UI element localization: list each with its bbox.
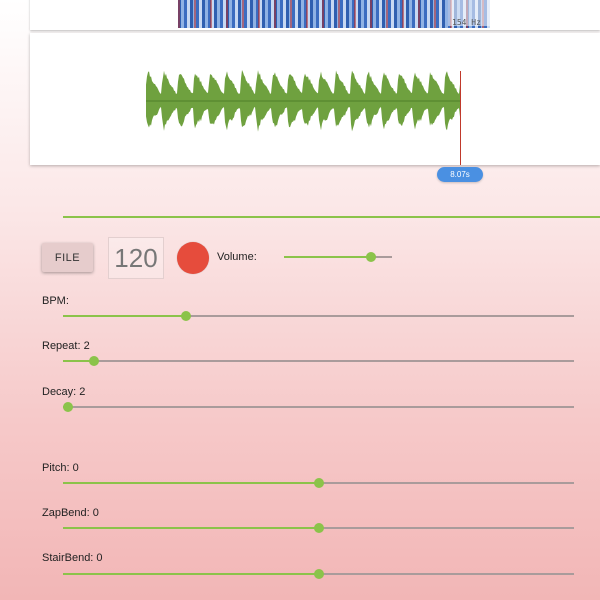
record-button[interactable] <box>177 242 209 274</box>
waveform-panel[interactable] <box>30 33 600 165</box>
volume-slider[interactable] <box>284 250 392 264</box>
bpm-slider-track[interactable] <box>63 315 574 317</box>
stairbend-slider-fill <box>63 573 319 575</box>
bpm-display[interactable]: 120 <box>108 237 164 279</box>
decay-slider-thumb[interactable] <box>63 402 74 412</box>
bpm-label: BPM: <box>42 295 69 307</box>
pitch-slider-thumb[interactable] <box>313 478 324 488</box>
decay-slider[interactable] <box>63 400 574 414</box>
repeat-slider-thumb[interactable] <box>88 356 99 366</box>
spectrogram-image <box>178 0 490 28</box>
time-position-badge: 8.07s <box>437 167 483 182</box>
zapbend-slider-thumb[interactable] <box>313 523 324 533</box>
bpm-slider-thumb[interactable] <box>180 311 191 321</box>
decay-label: Decay: 2 <box>42 386 86 398</box>
zapbend-label: ZapBend: 0 <box>42 507 99 519</box>
stairbend-label: StairBend: 0 <box>42 552 103 564</box>
stairbend-slider-thumb[interactable] <box>313 569 324 579</box>
pitch-slider[interactable] <box>63 476 574 490</box>
repeat-slider-fill <box>63 360 94 362</box>
stairbend-slider[interactable] <box>63 567 574 581</box>
bpm-slider-fill <box>63 315 186 317</box>
volume-label: Volume: <box>217 251 257 263</box>
spectrogram-label-box <box>448 0 490 26</box>
spectrogram-frequency-label: 154 Hz <box>452 18 481 27</box>
repeat-slider-track[interactable] <box>63 360 574 362</box>
bpm-slider[interactable] <box>63 309 574 323</box>
playhead-cursor[interactable] <box>460 71 461 165</box>
repeat-slider[interactable] <box>63 354 574 368</box>
repeat-label: Repeat: 2 <box>42 340 90 352</box>
decay-slider-track[interactable] <box>63 406 574 408</box>
pitch-label: Pitch: 0 <box>42 462 79 474</box>
file-button[interactable]: FILE <box>42 243 93 272</box>
spectrogram-panel: 154 Hz <box>30 0 600 30</box>
zapbend-slider-fill <box>63 527 319 529</box>
volume-slider-thumb[interactable] <box>366 252 377 262</box>
pitch-slider-fill <box>63 482 319 484</box>
zapbend-slider[interactable] <box>63 521 574 535</box>
playback-progress-line <box>63 216 600 218</box>
waveform-display[interactable] <box>30 33 600 165</box>
volume-slider-fill <box>284 256 372 258</box>
